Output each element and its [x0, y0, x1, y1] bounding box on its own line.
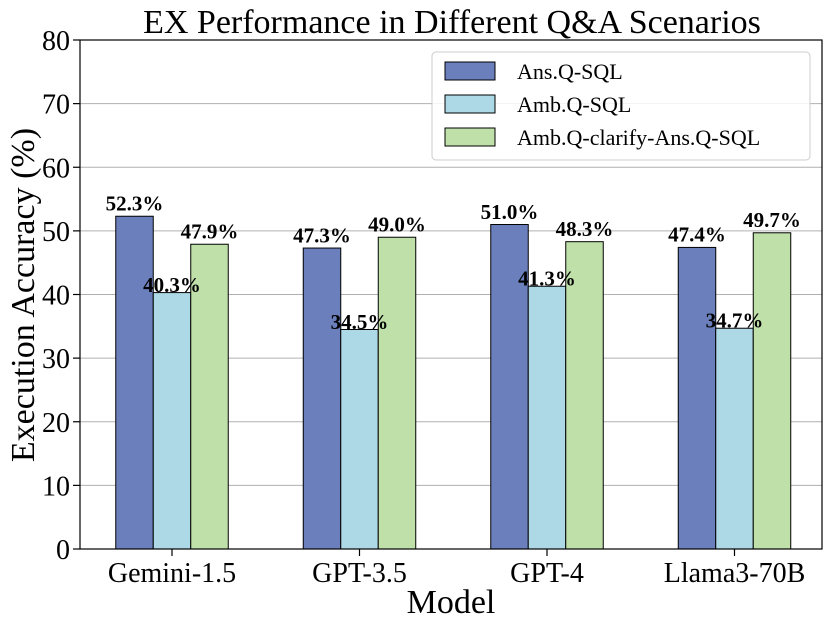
y-tick-label: 30 — [42, 344, 70, 375]
legend-swatch-amb-q-sql — [444, 94, 496, 114]
x-tick-label-llama3-70b: Llama3-70B — [664, 558, 806, 589]
bar-ans-q-sql-gpt-3-5 — [302, 247, 342, 550]
bar-ans-q-sql-llama3-70b — [677, 246, 717, 550]
bar-amb-q-clarify-ans-q-sql-gpt-3-5 — [377, 236, 417, 550]
legend: Ans.Q-SQL Amb.Q-SQL Amb.Q-clarify-Ans.Q-SQ… — [431, 51, 811, 161]
x-tick-label-gemini-1-5: Gemini-1.5 — [108, 558, 236, 589]
y-tick-label: 0 — [56, 535, 70, 566]
x-tick-label-gpt-4: GPT-4 — [510, 558, 584, 589]
bar-amb-q-sql-gpt-4 — [527, 285, 567, 550]
data-label-amb-q-clarify-ans-q-sql-gpt-3-5: 49.0% — [368, 213, 426, 237]
bar-amb-q-clarify-ans-q-sql-llama3-70b — [752, 232, 792, 550]
data-label-amb-q-clarify-ans-q-sql-llama3-70b: 49.7% — [743, 208, 801, 232]
data-labels: 52.3% 40.3% 47.9% 47.3% 34.5% 49.0% 51.0% 41.3%… — [106, 192, 801, 334]
bar-amb-q-sql-llama3-70b — [715, 327, 754, 550]
chart-title: EX Performance in Different Q&A Scenario… — [143, 4, 761, 41]
data-label-ans-q-sql-gpt-3-5: 47.3% — [293, 223, 351, 247]
legend-box — [431, 51, 811, 161]
data-label-ans-q-sql-llama3-70b: 47.4% — [668, 223, 726, 247]
data-label-amb-q-sql-gpt-4: 41.3% — [518, 267, 576, 291]
data-label-amb-q-clarify-ans-q-sql-gemini-1-5: 47.9% — [181, 220, 239, 244]
legend-label-amb-q-clarify-ans-q-sql: Amb.Q-clarify-Ans.Q-SQL — [517, 125, 760, 150]
bars — [115, 215, 792, 550]
bar-amb-q-sql-gemini-1-5 — [152, 292, 192, 550]
y-tick-label: 70 — [42, 90, 70, 121]
legend-label-amb-q-sql: Amb.Q-SQL — [517, 92, 631, 117]
y-tick-label: 10 — [42, 471, 70, 502]
x-axis-ticks: Gemini-1.5 GPT-3.5 GPT-4 Llama3-70B — [108, 549, 805, 589]
y-tick-label: 50 — [42, 217, 70, 248]
x-axis-label: Model — [407, 584, 496, 621]
data-label-ans-q-sql-gemini-1-5: 52.3% — [106, 192, 164, 216]
data-label-amb-q-sql-llama3-70b: 34.7% — [706, 309, 764, 333]
y-tick-label: 60 — [42, 153, 70, 184]
y-axis-ticks: 0 10 20 30 40 50 60 70 80 — [42, 26, 80, 566]
y-axis-label: Execution Accuracy (%) — [5, 128, 42, 462]
legend-swatch-ans-q-sql — [444, 61, 496, 81]
data-label-ans-q-sql-gpt-4: 51.0% — [481, 200, 539, 224]
x-tick-label-gpt-3-5: GPT-3.5 — [312, 558, 407, 589]
data-label-amb-q-sql-gemini-1-5: 40.3% — [143, 273, 201, 297]
data-label-amb-q-clarify-ans-q-sql-gpt-4: 48.3% — [556, 217, 614, 241]
bar-amb-q-clarify-ans-q-sql-gpt-4 — [565, 241, 604, 550]
y-tick-label: 40 — [42, 281, 70, 312]
bar-amb-q-sql-gpt-3-5 — [340, 328, 379, 550]
legend-swatch-amb-q-clarify-ans-q-sql — [444, 127, 496, 147]
bar-ans-q-sql-gemini-1-5 — [115, 215, 154, 550]
legend-label-ans-q-sql: Ans.Q-SQL — [517, 59, 623, 84]
y-tick-label: 20 — [42, 408, 70, 439]
y-tick-label: 80 — [42, 26, 70, 57]
bar-ans-q-sql-gpt-4 — [490, 224, 529, 550]
data-label-amb-q-sql-gpt-3-5: 34.5% — [331, 310, 389, 334]
